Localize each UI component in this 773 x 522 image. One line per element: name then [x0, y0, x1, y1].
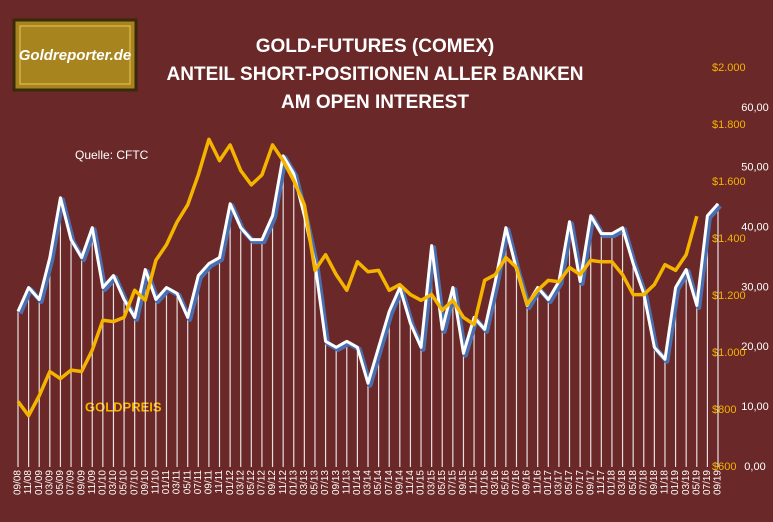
x-tick-label: 05/18 — [628, 470, 639, 495]
logo-frame — [19, 25, 131, 85]
x-tick-label: 11/17 — [596, 470, 607, 495]
x-tick-label: 01/18 — [607, 470, 618, 495]
y2-tick-label: $1.400 — [712, 233, 746, 245]
y-tick-label: 20,00 — [741, 341, 769, 353]
x-tick-label: 07/12 — [257, 470, 268, 495]
x-tick-label: 11/08 — [23, 470, 34, 495]
x-tick-label: 07/11 — [193, 470, 204, 495]
x-tick-label: 09/10 — [140, 470, 151, 495]
x-tick-label: 09/09 — [76, 470, 87, 495]
x-tick-label: 07/18 — [638, 470, 649, 495]
x-tick-label: 01/14 — [352, 470, 363, 495]
y2-tick-label: $1.600 — [712, 176, 746, 188]
y2-tick-label: $1.000 — [712, 347, 746, 359]
x-tick-label: 07/14 — [384, 470, 395, 495]
x-tick-label: 11/15 — [469, 470, 480, 495]
line-shadow — [17, 155, 722, 388]
y-tick-label: 60,00 — [741, 102, 769, 114]
x-tick-label: 09/11 — [204, 470, 215, 495]
y2-tick-label: $1.200 — [712, 290, 746, 302]
x-tick-label: 03/19 — [681, 470, 692, 495]
x-tick-label: 01/09 — [34, 470, 45, 495]
x-tick-label: 09/12 — [267, 470, 278, 495]
y2-tick-label: $2.000 — [712, 62, 746, 74]
x-tick-label: 01/12 — [225, 470, 236, 495]
x-tick-label: 01/15 — [416, 470, 427, 495]
x-tick-label: 01/17 — [543, 470, 554, 495]
line — [16, 154, 720, 385]
x-tick-label: 05/15 — [437, 470, 448, 495]
x-tick-label: 05/13 — [310, 470, 321, 495]
x-tick-label: 05/19 — [691, 470, 702, 495]
x-tick-label: 01/19 — [670, 470, 681, 495]
x-tick-label: 11/11 — [214, 470, 225, 494]
x-tick-label: 03/14 — [363, 470, 374, 495]
y2-tick-label: $1.800 — [712, 119, 746, 131]
x-tick-label: 11/09 — [87, 470, 98, 495]
y2-tick-label: $800 — [712, 404, 736, 416]
x-tick-label: 11/18 — [660, 470, 671, 495]
chart-title: ANTEIL SHORT-POSITIONEN ALLER BANKEN — [167, 64, 584, 85]
x-tick-label: 03/10 — [108, 470, 119, 495]
y-tick-label: 40,00 — [741, 222, 769, 234]
chart-title: AM OPEN INTEREST — [281, 92, 469, 113]
x-tick-label: 05/10 — [119, 470, 130, 495]
x-tick-label: 09/15 — [458, 470, 469, 495]
x-tick-label: 01/16 — [479, 470, 490, 495]
x-tick-label: 03/16 — [490, 470, 501, 495]
x-tick-label: 03/13 — [299, 470, 310, 495]
x-tick-label: 03/11 — [172, 470, 183, 495]
x-tick-label: 11/14 — [405, 470, 416, 495]
y-tick-label: 50,00 — [741, 162, 769, 174]
x-tick-label: 05/14 — [373, 470, 384, 495]
x-tick-label: 03/18 — [617, 470, 628, 495]
y-tick-label: 30,00 — [741, 281, 769, 293]
x-tick-label: 05/12 — [246, 470, 257, 495]
x-tick-label: 05/17 — [564, 470, 575, 495]
x-tick-label: 11/12 — [278, 470, 289, 495]
source: Quelle: CFTC — [75, 148, 149, 162]
x-tick-label: 07/17 — [575, 470, 586, 495]
x-tick-label: 09/19 — [713, 470, 724, 495]
x-tick-label: 07/13 — [320, 470, 331, 495]
x-tick-label: 11/16 — [532, 470, 543, 495]
x-tick-label: 09/13 — [331, 470, 342, 495]
y-tick-label: 0,00 — [744, 461, 765, 473]
x-tick-label: 05/16 — [501, 470, 512, 495]
x-tick-label: 03/09 — [44, 470, 55, 495]
x-tick-label: 11/13 — [341, 470, 352, 495]
x-tick-label: 01/11 — [161, 470, 172, 495]
x-tick-label: 09/18 — [649, 470, 660, 495]
logo-box — [12, 18, 138, 92]
x-tick-label: 09/16 — [522, 470, 533, 495]
chart-title: GOLD-FUTURES (COMEX) — [256, 36, 495, 57]
y-tick-label: 10,00 — [741, 401, 769, 413]
x-tick-label: 05/11 — [182, 470, 193, 495]
x-tick-label: 03/12 — [235, 470, 246, 495]
x-tick-label: 09/08 — [13, 470, 24, 495]
x-tick-label: 07/16 — [511, 470, 522, 495]
x-tick-label: 07/15 — [447, 470, 458, 495]
x-tick-label: 07/19 — [702, 470, 713, 495]
logo-text: Goldreporter.de — [19, 47, 132, 64]
line — [16, 137, 699, 418]
x-tick-label: 03/17 — [554, 470, 565, 495]
x-tick-label: 07/10 — [129, 470, 140, 495]
x-tick-label: 01/13 — [288, 470, 299, 495]
legend-label: GOLDPREIS — [85, 399, 162, 414]
x-tick-label: 11/10 — [151, 470, 162, 495]
x-tick-label: 01/10 — [97, 470, 108, 495]
x-tick-label: 09/17 — [585, 470, 596, 495]
x-tick-label: 07/09 — [66, 470, 77, 495]
x-tick-label: 09/14 — [394, 470, 405, 495]
x-tick-label: 03/15 — [426, 470, 437, 495]
x-tick-label: 05/09 — [55, 470, 66, 495]
